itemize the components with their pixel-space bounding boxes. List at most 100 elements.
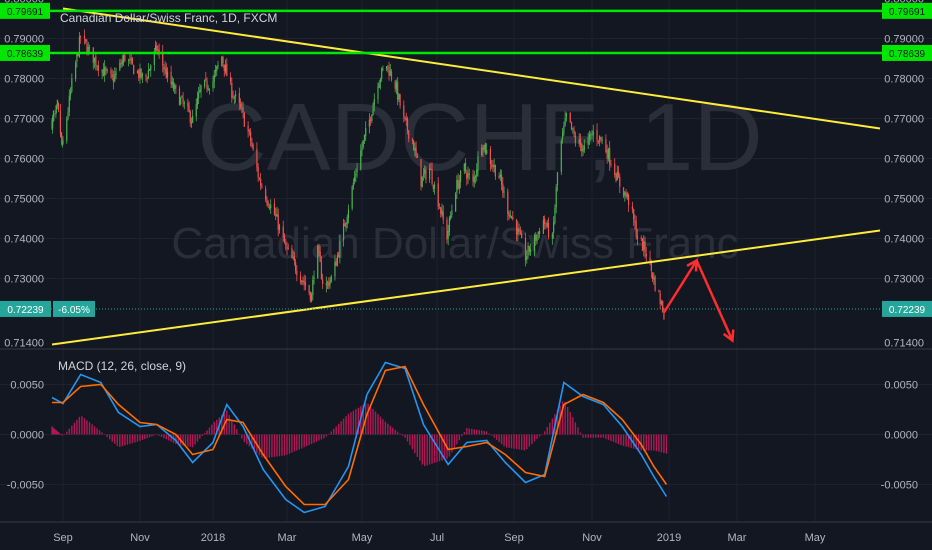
candle-body [146,78,148,80]
candle-body [408,130,410,139]
macd-histogram-bar [60,434,62,435]
candle-body [56,104,58,106]
candle-body [597,140,599,142]
candle-body [486,149,488,154]
candle-body [67,111,69,119]
macd-histogram-bar [411,434,414,450]
candle-body [88,47,91,49]
candle-body [498,175,500,179]
candle-body [542,220,545,235]
candle-body [329,280,331,285]
candle-body [166,71,169,78]
macd-histogram-bar [602,434,605,438]
candle-body [154,45,157,51]
macd-histogram-bar [461,434,463,437]
macd-histogram-bar [246,434,248,445]
candle-body [385,65,388,70]
candle-body [138,70,140,78]
macd-histogram-bar [347,413,350,435]
macd-histogram-bar [419,434,421,461]
candle-body [371,114,373,122]
macd-histogram-bar [194,434,196,445]
price-tick-label: 0.78000 [884,74,924,86]
macd-histogram-bar [495,434,498,440]
candle-body [347,209,350,218]
candle-body [545,225,547,227]
candle-body [320,261,323,280]
price-tick-label: 0.78000 [4,74,44,86]
candle-body [87,46,89,54]
level-value-left: 0.79691 [7,7,44,18]
trendline-lower-support[interactable] [51,229,881,346]
projection-arrows[interactable] [662,258,735,343]
macd-histogram-bar [389,425,391,435]
candle-body [640,237,642,239]
macd-histogram-bar [424,434,426,467]
projection-arrow-shaft[interactable] [662,259,698,314]
macd-histogram-bar [543,431,546,435]
candle-body [183,103,185,105]
candle-body [474,175,477,178]
trendlines[interactable] [51,7,881,346]
candle-body [421,176,423,188]
trendline-upper-resistance[interactable] [62,7,881,130]
price-tick-label: 0.74000 [884,234,924,246]
candle-body [208,88,211,91]
macd-histogram-bar [144,434,146,440]
candle-body [456,179,458,194]
candle-body [53,112,55,117]
candle-body [493,165,495,168]
projection-arrow-shaft[interactable] [695,259,734,342]
macd-histogram-bar [520,434,523,450]
candle-body [233,97,235,99]
macd-histogram-bar [191,434,194,448]
macd-histogram-bar [536,434,538,439]
macd-histogram-bar [451,434,453,453]
candle-body [494,164,496,177]
macd-histogram-bar [340,421,342,435]
macd-histogram-bar [488,433,490,435]
candle-body [432,184,434,189]
macd-histogram-bar [318,434,320,441]
candle-body [537,231,539,234]
candle-body [93,57,96,62]
macd-histogram-bar [513,434,515,449]
candle-body [482,148,484,150]
candle-body [200,85,202,92]
candle-body [521,234,523,239]
macd-histogram-bar [498,434,500,442]
candle-body [317,245,319,279]
macd-histogram-bar [330,431,332,435]
candle-body [381,68,383,79]
candle-body [163,66,165,70]
candle-body [518,228,520,232]
macd-histogram-bar [158,434,160,436]
horizontal-levels[interactable]: 0.79691 0.79691 0.78639 0.78639 [0,2,932,61]
macd-histogram-bar [546,427,548,435]
candle-body [483,144,485,150]
macd-histogram-bar [592,434,594,438]
candle-body [634,219,636,223]
macd-histogram-bar [263,434,266,459]
candle-body [406,119,409,131]
candle-body [302,280,304,282]
candle-body [500,174,503,185]
candle-body [519,232,521,234]
macd-histogram-bar [109,434,111,440]
candle-body [296,270,298,276]
candle-body [512,217,514,220]
candle-body [97,65,99,72]
level-badge-left [0,44,50,61]
time-tick-label: Sep [504,532,524,544]
macd-histogram-bar [473,429,475,435]
macd-histogram-bar [551,418,554,435]
candle-body [105,67,107,71]
macd-histogram-bar [426,434,428,466]
candle-body [178,88,181,106]
candle-body [527,245,529,256]
macd-histogram-bar [369,406,372,435]
candle-body [282,226,284,237]
macd-histogram-bar [323,434,325,439]
